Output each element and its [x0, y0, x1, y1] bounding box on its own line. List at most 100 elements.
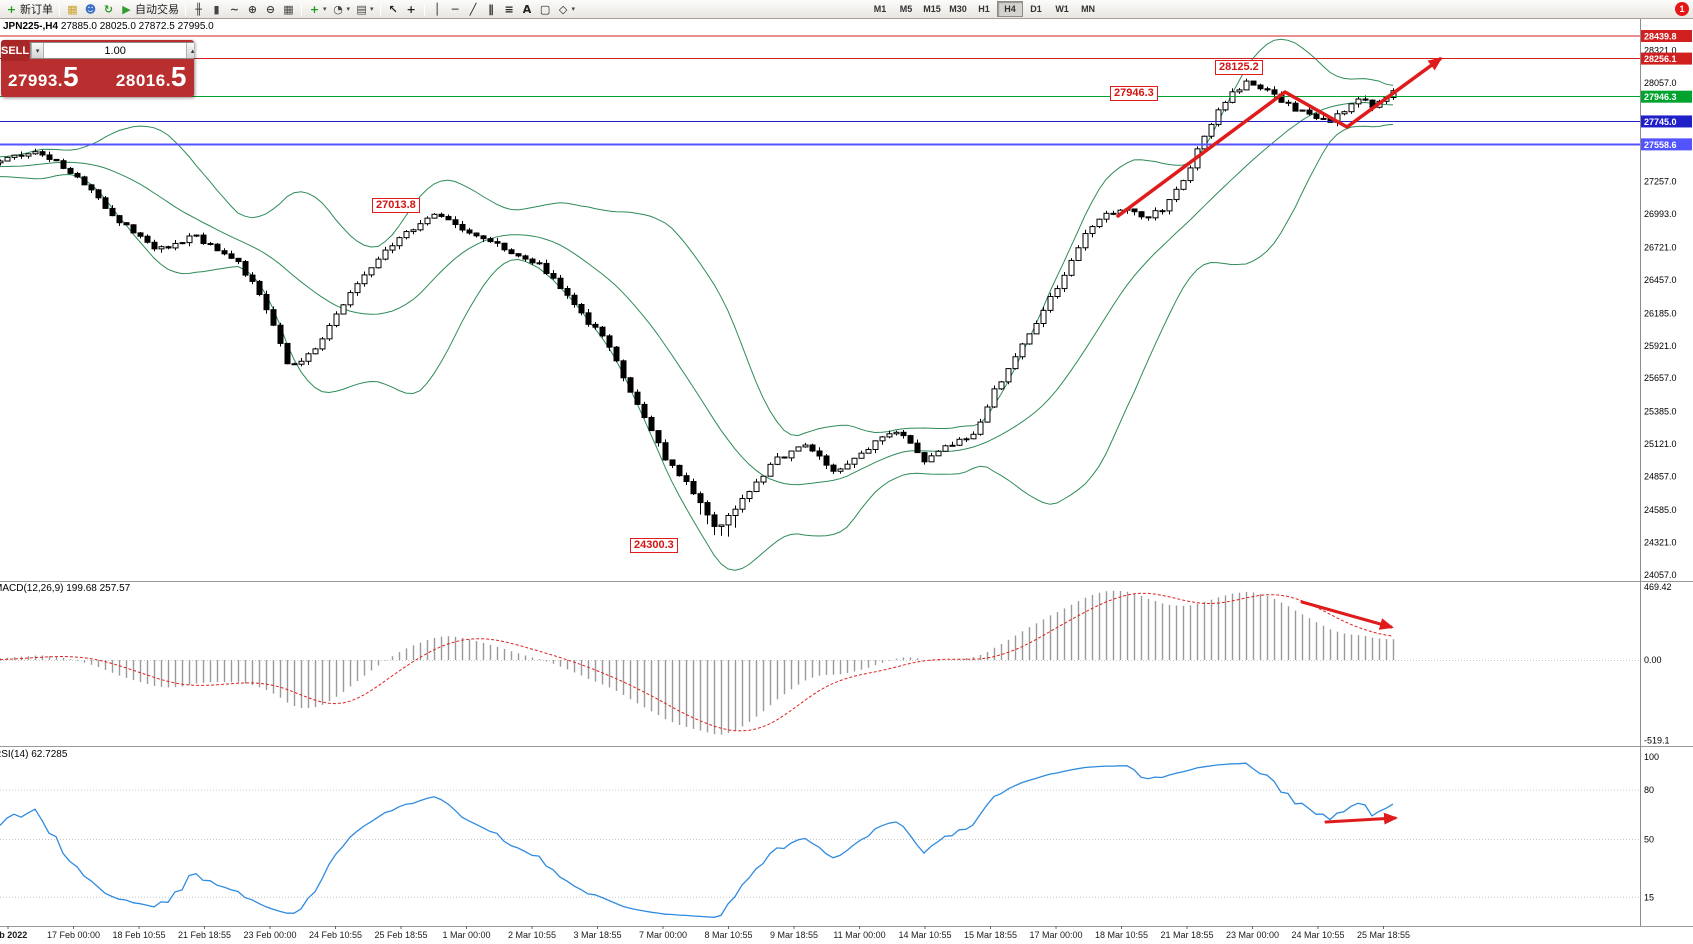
timeframe-m1-button[interactable]: M1	[867, 1, 893, 17]
new-order-button-label: 新订单	[20, 4, 53, 16]
line-chart-button[interactable]: ∼	[226, 1, 243, 18]
time-axis-label: 15 Mar 18:55	[964, 930, 1017, 940]
bar-chart-icon: ╫	[195, 2, 202, 16]
timeframe-m15-button[interactable]: M15	[919, 1, 945, 17]
timeframe-h1-button[interactable]: H1	[971, 1, 997, 17]
macd-projection-arrow	[1300, 600, 1394, 630]
time-axis-label: 18 Feb 10:55	[112, 930, 165, 940]
time-axis-label: 21 Mar 18:55	[1160, 930, 1213, 940]
volume-down-button[interactable]: ▾	[31, 43, 45, 58]
one-click-trading-panel: SELL ▾ ▴ BUY 27993.5 28016.5	[1, 40, 194, 97]
sell-button[interactable]: SELL	[1, 40, 30, 61]
crosshair-icon: +	[406, 2, 416, 16]
zoom-in-button[interactable]: ⊕	[244, 1, 261, 18]
price-tag	[1641, 52, 1692, 65]
text-button[interactable]: A	[519, 1, 536, 18]
price-tag-label: 28256.1	[1644, 54, 1677, 64]
main-price-panel	[0, 38, 1397, 571]
fibonacci-button[interactable]: ≡	[501, 1, 518, 18]
refresh-icon: ↻	[103, 2, 114, 16]
time-axis-label: 17 Feb 00:00	[47, 930, 100, 940]
zoom-out-icon: ⊖	[265, 2, 276, 16]
time-axis-label: 18 Mar 10:55	[1095, 930, 1148, 940]
candlestick-chart-button[interactable]: ▮	[208, 1, 225, 18]
indicator-add-icon: +	[309, 2, 320, 16]
price-tag-label: 27946.3	[1644, 92, 1677, 102]
trade-panel-prices: 27993.5 28016.5	[1, 61, 194, 97]
vertical-line-icon: │	[433, 2, 441, 16]
toolbar-separator	[59, 2, 60, 16]
timeframe-m30-button[interactable]: M30	[945, 1, 971, 17]
price-axis-label: 24857.0	[1644, 472, 1677, 482]
cursor-button[interactable]: ↖	[385, 1, 402, 18]
rsi-axis-label: 80	[1644, 785, 1654, 795]
main-toolbar: + 新订单 ▦ ☻ ↻ ▶ 自动交易 ╫ ▮ ∼ ⊕ ⊖ ▦ + ▾ ◔ ▾ ▤ ▾ ↖ + │ ─ ╱ ∥ ≡ A ▢ ◇ ▾ M1 M5…	[0, 0, 1693, 19]
timeframe-toolbar: M1 M5 M15 M30 H1 H4 D1 W1 MN	[867, 1, 1101, 17]
crosshair-button[interactable]: +	[403, 1, 420, 18]
buy-price: 28016.5	[116, 62, 187, 96]
time-axis-label: 23 Mar 00:00	[1226, 930, 1279, 940]
price-axis-label: 25121.0	[1644, 439, 1677, 449]
dropdown-arrow-icon: ▾	[323, 5, 327, 13]
ohlc-values: 27885.0 28025.0 27872.5 27995.0	[60, 21, 214, 32]
shapes-button[interactable]: ◇ ▾	[555, 1, 578, 18]
time-axis-label: 8 Mar 10:55	[704, 930, 752, 940]
macd-axis-label: -519.1	[1644, 736, 1670, 746]
time-axis-label: Feb 2022	[0, 930, 27, 940]
symbol-name: JPN225-,H4	[3, 21, 59, 32]
dropdown-arrow-icon: ▾	[571, 5, 576, 13]
sell-price-fraction: 5	[63, 61, 80, 92]
time-axis-label: 24 Mar 10:55	[1291, 930, 1344, 940]
price-axis: 28321.0 28057.0 27257.0 26993.0 26721.0 26457…	[1644, 46, 1677, 580]
templates-button[interactable]: ▤ ▾	[353, 1, 376, 18]
timeframe-m5-button[interactable]: M5	[893, 1, 919, 17]
time-axis-label: 21 Feb 18:55	[178, 930, 231, 940]
timeframe-h4-button[interactable]: H4	[997, 1, 1024, 17]
rsi-axis-label: 100	[1644, 752, 1659, 762]
bar-chart-button[interactable]: ╫	[190, 1, 207, 18]
time-axis-label: 24 Feb 10:55	[309, 930, 362, 940]
rsi-projection-arrow	[1324, 812, 1398, 825]
volume-input[interactable]	[44, 43, 187, 58]
symbol-info: JPN225-,H4 27885.0 28025.0 27872.5 27995…	[3, 21, 214, 32]
refresh-button[interactable]: ↻	[100, 1, 117, 18]
time-axis-label: 14 Mar 10:55	[898, 930, 951, 940]
time-axis-label: 11 Mar 00:00	[833, 930, 885, 940]
auto-trading-icon: ▶	[122, 2, 131, 16]
price-callout[interactable]: 27946.3	[1110, 86, 1158, 101]
new-order-button[interactable]: + 新订单	[3, 1, 55, 18]
horizontal-level-lines[interactable]	[0, 35, 1640, 146]
horizontal-line-button[interactable]: ─	[447, 1, 464, 18]
metaeditor-button[interactable]: ▦	[64, 1, 81, 18]
zoom-out-button[interactable]: ⊖	[262, 1, 279, 18]
trend-arrows[interactable]	[1116, 57, 1443, 825]
price-tag-label: 27558.6	[1644, 140, 1677, 150]
vertical-line-button[interactable]: │	[429, 1, 446, 18]
auto-trading-button[interactable]: ▶ 自动交易	[118, 1, 181, 18]
trendline-button[interactable]: ╱	[465, 1, 482, 18]
price-tag-label: 28439.8	[1644, 32, 1677, 42]
user-icon: ☻	[84, 2, 97, 16]
chart-background	[0, 19, 1693, 944]
price-tag-label: 27745.0	[1644, 117, 1677, 127]
tile-windows-button[interactable]: ▦	[280, 1, 297, 18]
timeframe-d1-button[interactable]: D1	[1023, 1, 1049, 17]
volume-up-button[interactable]: ▴	[186, 43, 194, 58]
timeframe-w1-button[interactable]: W1	[1049, 1, 1075, 17]
price-callout[interactable]: 27013.8	[372, 198, 420, 213]
community-button[interactable]: ☻	[82, 1, 99, 18]
panel-separators[interactable]	[0, 19, 1693, 927]
notification-badge[interactable]: 1	[1675, 2, 1689, 16]
time-axis-label: 2 Mar 10:55	[508, 930, 556, 940]
text-label-button[interactable]: ▢	[537, 1, 554, 18]
toolbar-separator	[185, 2, 186, 16]
price-axis-label: 24585.0	[1644, 505, 1677, 515]
indicators-button[interactable]: + ▾	[306, 1, 329, 18]
periods-button[interactable]: ◔ ▾	[330, 1, 353, 18]
price-callout[interactable]: 24300.3	[630, 538, 678, 553]
timeframe-mn-button[interactable]: MN	[1075, 1, 1101, 17]
time-axis-label: 9 Mar 18:55	[770, 930, 818, 940]
price-callout[interactable]: 28125.2	[1215, 60, 1263, 75]
channel-button[interactable]: ∥	[483, 1, 500, 18]
